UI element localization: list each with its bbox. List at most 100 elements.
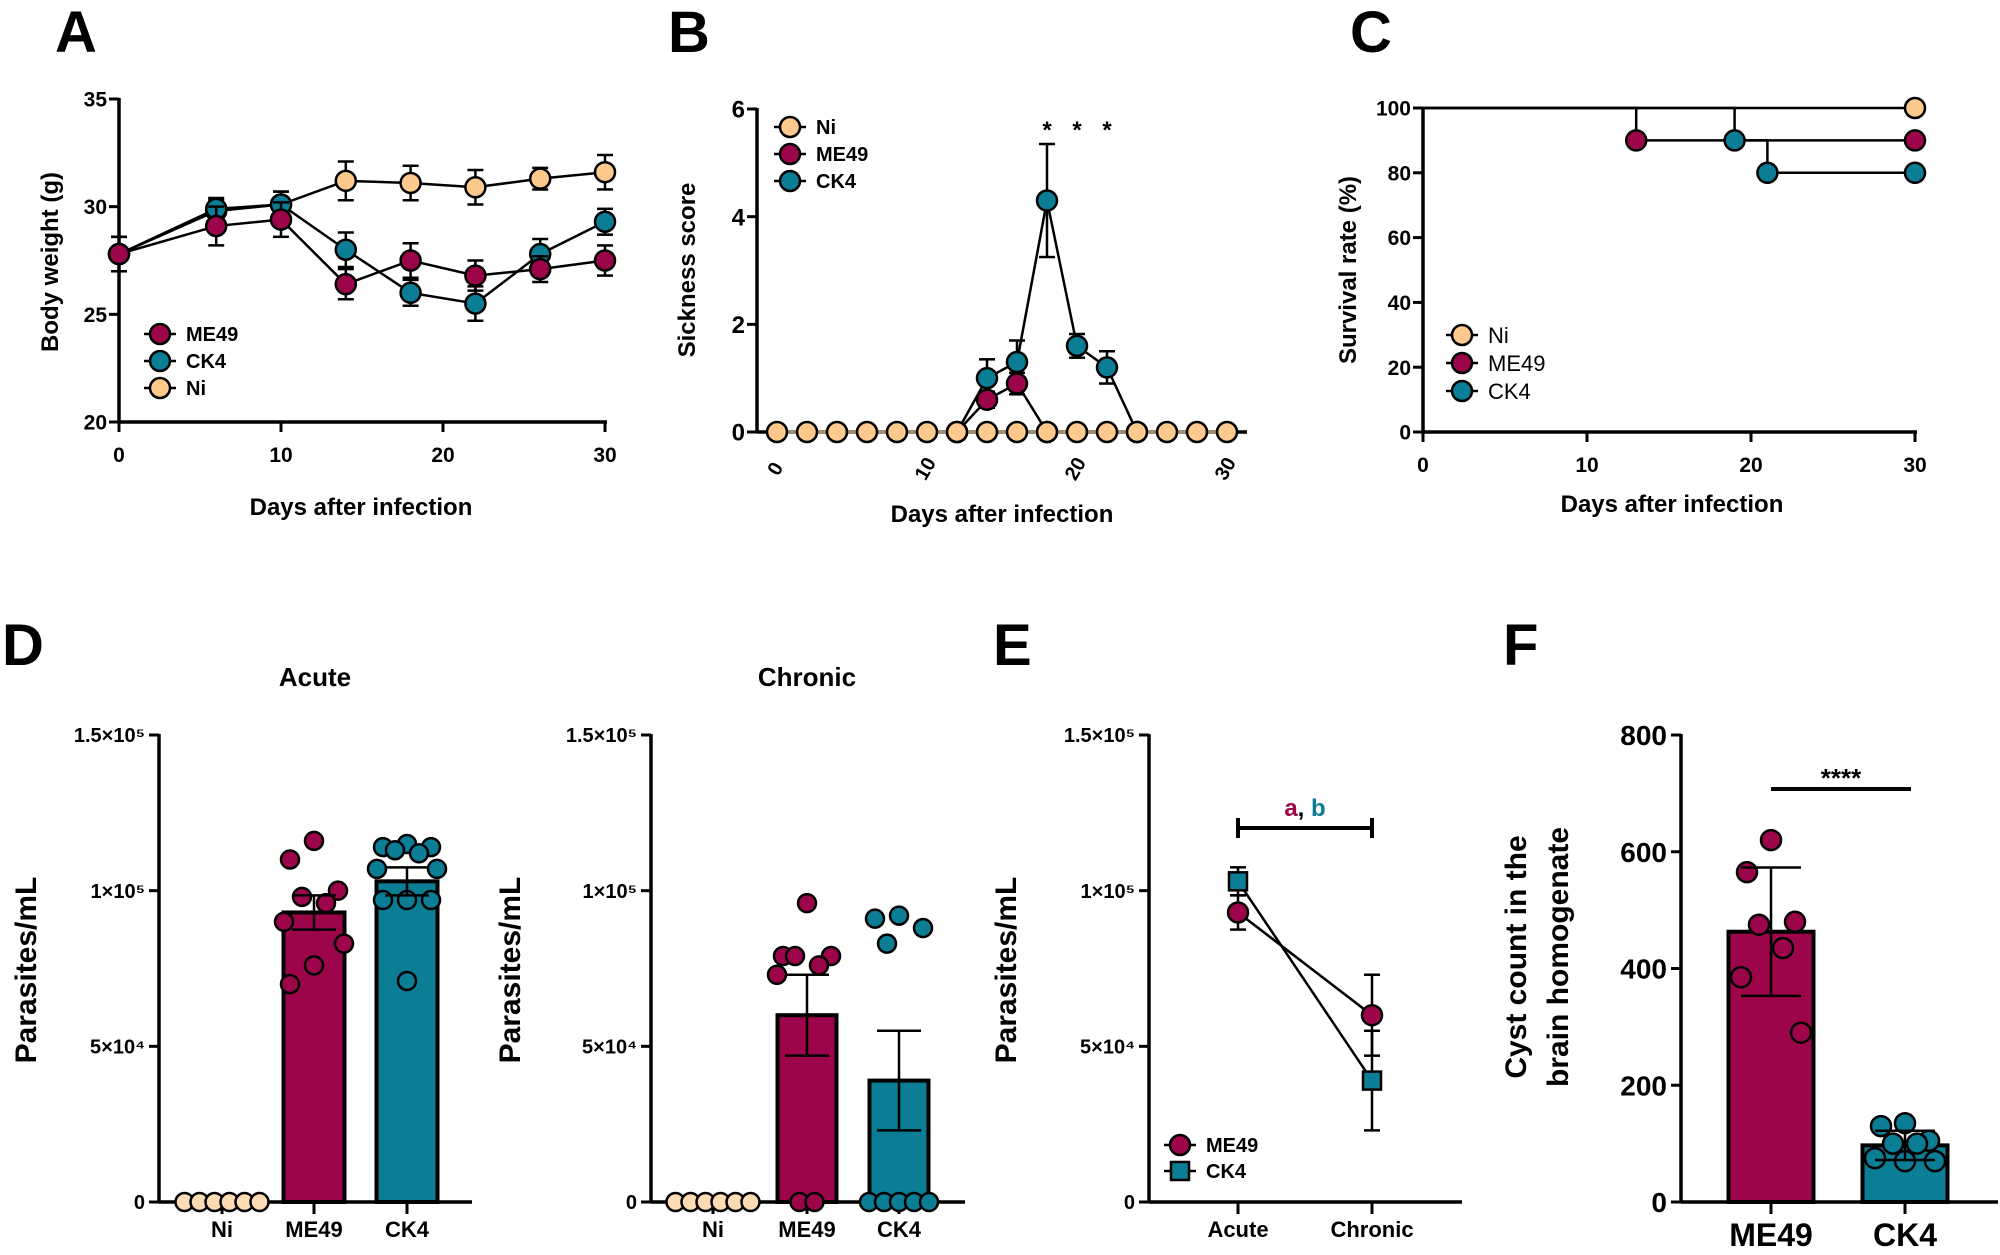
category-label-ni: Ni — [702, 1217, 724, 1242]
panel-letter-c: C — [1350, 0, 1392, 65]
data-point — [1756, 161, 1779, 185]
data-point — [399, 281, 422, 305]
significance-separator: , — [1298, 795, 1311, 822]
data-point — [269, 208, 293, 231]
x-tick-label: 30 — [1903, 454, 1926, 477]
data-point — [1005, 350, 1029, 374]
y-tick-label: 60 — [1388, 227, 1411, 250]
x-tick-label: 20 — [431, 444, 454, 467]
data-point — [740, 1191, 761, 1213]
data-point — [1155, 420, 1179, 444]
panel-letter-a: A — [55, 0, 97, 65]
legend-label: ME49 — [186, 324, 238, 346]
y-tick-label: 0 — [732, 420, 745, 447]
x-tick-label: 30 — [593, 444, 616, 467]
bar-group-me49 — [766, 892, 842, 1213]
y-axis-title: Parasites/mL — [494, 877, 527, 1064]
data-point — [1903, 129, 1927, 152]
data-point — [945, 420, 969, 444]
series-line — [1237, 911, 1373, 1017]
data-point — [1035, 189, 1059, 212]
legend-label: Ni — [186, 378, 206, 400]
data-point — [1771, 936, 1795, 960]
data-point — [334, 272, 358, 296]
data-point — [464, 176, 487, 199]
bar-ck4 — [374, 879, 440, 1204]
chart-title: Acute — [279, 662, 351, 692]
data-point — [1005, 420, 1029, 444]
legend-item-me49: ME49 — [1446, 351, 1545, 376]
legend-item-ck4: CK4 — [144, 349, 227, 373]
legend-item-ck4: CK4 — [774, 169, 857, 193]
data-point — [107, 242, 131, 266]
data-point — [975, 366, 999, 390]
category-label-me49: ME49 — [778, 1217, 835, 1242]
y-tick-label: 80 — [1388, 162, 1411, 185]
data-point — [396, 970, 418, 992]
data-point — [915, 420, 939, 444]
y-tick-label: 0 — [626, 1192, 637, 1214]
series-me49 — [107, 201, 617, 301]
data-point — [1185, 420, 1209, 444]
panel-c-survival-chart: 0 20 40 60 80 100 0 10 20 30 Days after infection S… — [1335, 96, 1927, 518]
data-point — [765, 420, 789, 444]
legend-marker-icon — [1168, 1133, 1192, 1157]
legend-marker-icon — [1450, 323, 1474, 347]
y-tick-label: 20 — [84, 412, 107, 435]
bar-group-ck4 — [1860, 1111, 1950, 1204]
y-tick-label: 5×10⁴ — [90, 1037, 145, 1059]
y-tick-label: 400 — [1620, 954, 1667, 985]
series-line — [1236, 880, 1374, 1082]
category-label-me49: ME49 — [285, 1217, 342, 1242]
panel-d-chronic-bar-chart: 0 5×10⁴ 1×10⁵ 1.5×10⁵ Ni ME49 CK4 Chronic Parasi… — [494, 662, 965, 1242]
data-point — [912, 917, 934, 939]
data-point — [204, 214, 228, 238]
y-tick-label: 1.5×10⁵ — [74, 725, 145, 747]
data-point — [1881, 1132, 1905, 1155]
y-axis-title: Parasites/mL — [990, 877, 1023, 1064]
data-point — [1783, 910, 1807, 934]
data-point — [1759, 828, 1783, 852]
category-label-chronic: Chronic — [1330, 1217, 1413, 1242]
y-tick-label: 30 — [84, 196, 107, 219]
y-axis-title: Parasites/mL — [10, 877, 43, 1064]
data-point — [1095, 356, 1119, 379]
y-tick-label: 1×10⁵ — [1081, 881, 1135, 903]
data-point — [334, 169, 358, 193]
data-point — [1905, 1132, 1929, 1155]
x-tick-label: 20 — [1739, 454, 1762, 477]
legend-item-ni: Ni — [774, 115, 836, 139]
legend-marker-icon — [1450, 351, 1474, 375]
error-bar — [1741, 866, 1801, 998]
error-bar — [1875, 1129, 1935, 1162]
significance-star: * — [1102, 117, 1112, 144]
data-point — [303, 955, 325, 976]
legend-label: CK4 — [816, 171, 857, 193]
data-point — [918, 1191, 940, 1213]
data-point — [1215, 420, 1239, 444]
y-tick-label: 25 — [84, 304, 108, 327]
y-tick-label: 2 — [732, 312, 745, 339]
y-axis-title-line-1: Cyst count in the — [1500, 835, 1533, 1078]
y-axis-title-line-2: brain homogenate — [1542, 827, 1575, 1087]
panel-letter-f: F — [1503, 613, 1538, 678]
data-point — [1360, 1003, 1384, 1027]
significance-star: * — [1072, 117, 1082, 144]
panel-letter-b: B — [668, 0, 710, 65]
data-point — [1789, 1021, 1813, 1044]
category-label-ck4: CK4 — [877, 1217, 922, 1242]
bar-group-ck4 — [366, 833, 448, 1204]
error-bar — [292, 894, 336, 931]
y-tick-label: 0 — [1651, 1187, 1667, 1218]
category-label-me49: ME49 — [1729, 1217, 1813, 1253]
y-tick-label: 40 — [1388, 292, 1411, 315]
significance-stars: **** — [1821, 763, 1862, 793]
data-point — [975, 420, 999, 444]
panel-d-acute-bar-chart: 0 5×10⁴ 1×10⁵ 1.5×10⁵ Ni ME49 CK4 Acute Parasite… — [10, 662, 472, 1242]
x-axis-title: Days after infection — [1561, 491, 1784, 518]
data-point — [593, 160, 617, 184]
legend-label: ME49 — [1488, 351, 1545, 376]
y-tick-label: 600 — [1620, 837, 1667, 868]
category-label-ni: Ni — [211, 1217, 233, 1242]
